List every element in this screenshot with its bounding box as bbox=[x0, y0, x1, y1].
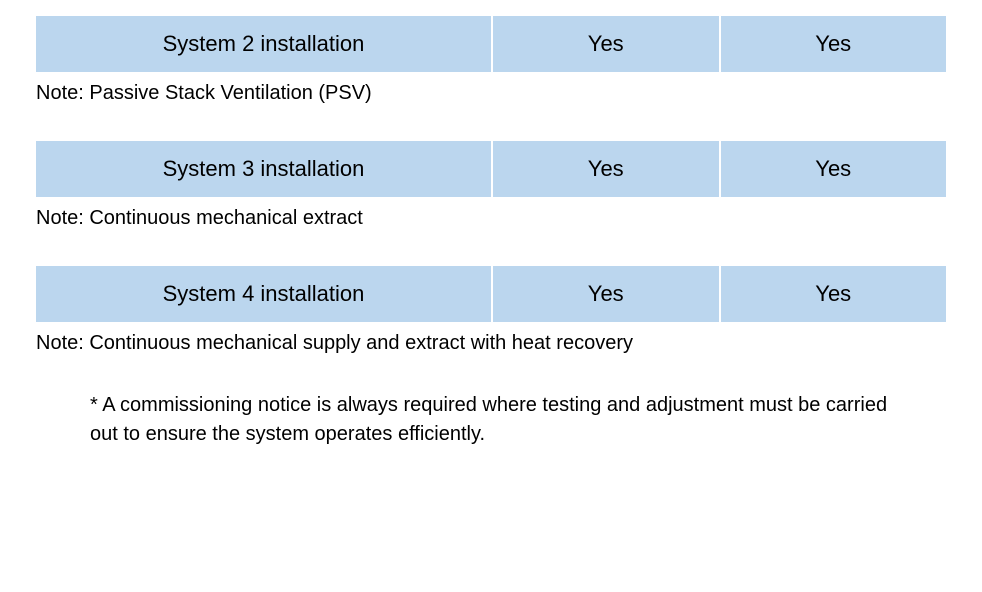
row-value-1: Yes bbox=[491, 141, 719, 197]
table-row: System 4 installation Yes Yes bbox=[36, 266, 946, 322]
row-value-2: Yes bbox=[719, 16, 947, 72]
row-label: System 3 installation bbox=[36, 141, 491, 197]
row-value-1: Yes bbox=[491, 16, 719, 72]
row-value-2: Yes bbox=[719, 141, 947, 197]
section-note: Note: Continuous mechanical supply and e… bbox=[36, 332, 946, 355]
row-value-2: Yes bbox=[719, 266, 947, 322]
section-system-3: System 3 installation Yes Yes Note: Cont… bbox=[36, 141, 946, 230]
section-system-2: System 2 installation Yes Yes Note: Pass… bbox=[36, 16, 946, 105]
row-label: System 4 installation bbox=[36, 266, 491, 322]
row-label: System 2 installation bbox=[36, 16, 491, 72]
table-row: System 2 installation Yes Yes bbox=[36, 16, 946, 72]
section-system-4: System 4 installation Yes Yes Note: Cont… bbox=[36, 266, 946, 355]
section-note: Note: Continuous mechanical extract bbox=[36, 207, 946, 230]
section-note: Note: Passive Stack Ventilation (PSV) bbox=[36, 82, 946, 105]
footnote: * A commissioning notice is always requi… bbox=[90, 391, 916, 449]
row-value-1: Yes bbox=[491, 266, 719, 322]
table-row: System 3 installation Yes Yes bbox=[36, 141, 946, 197]
